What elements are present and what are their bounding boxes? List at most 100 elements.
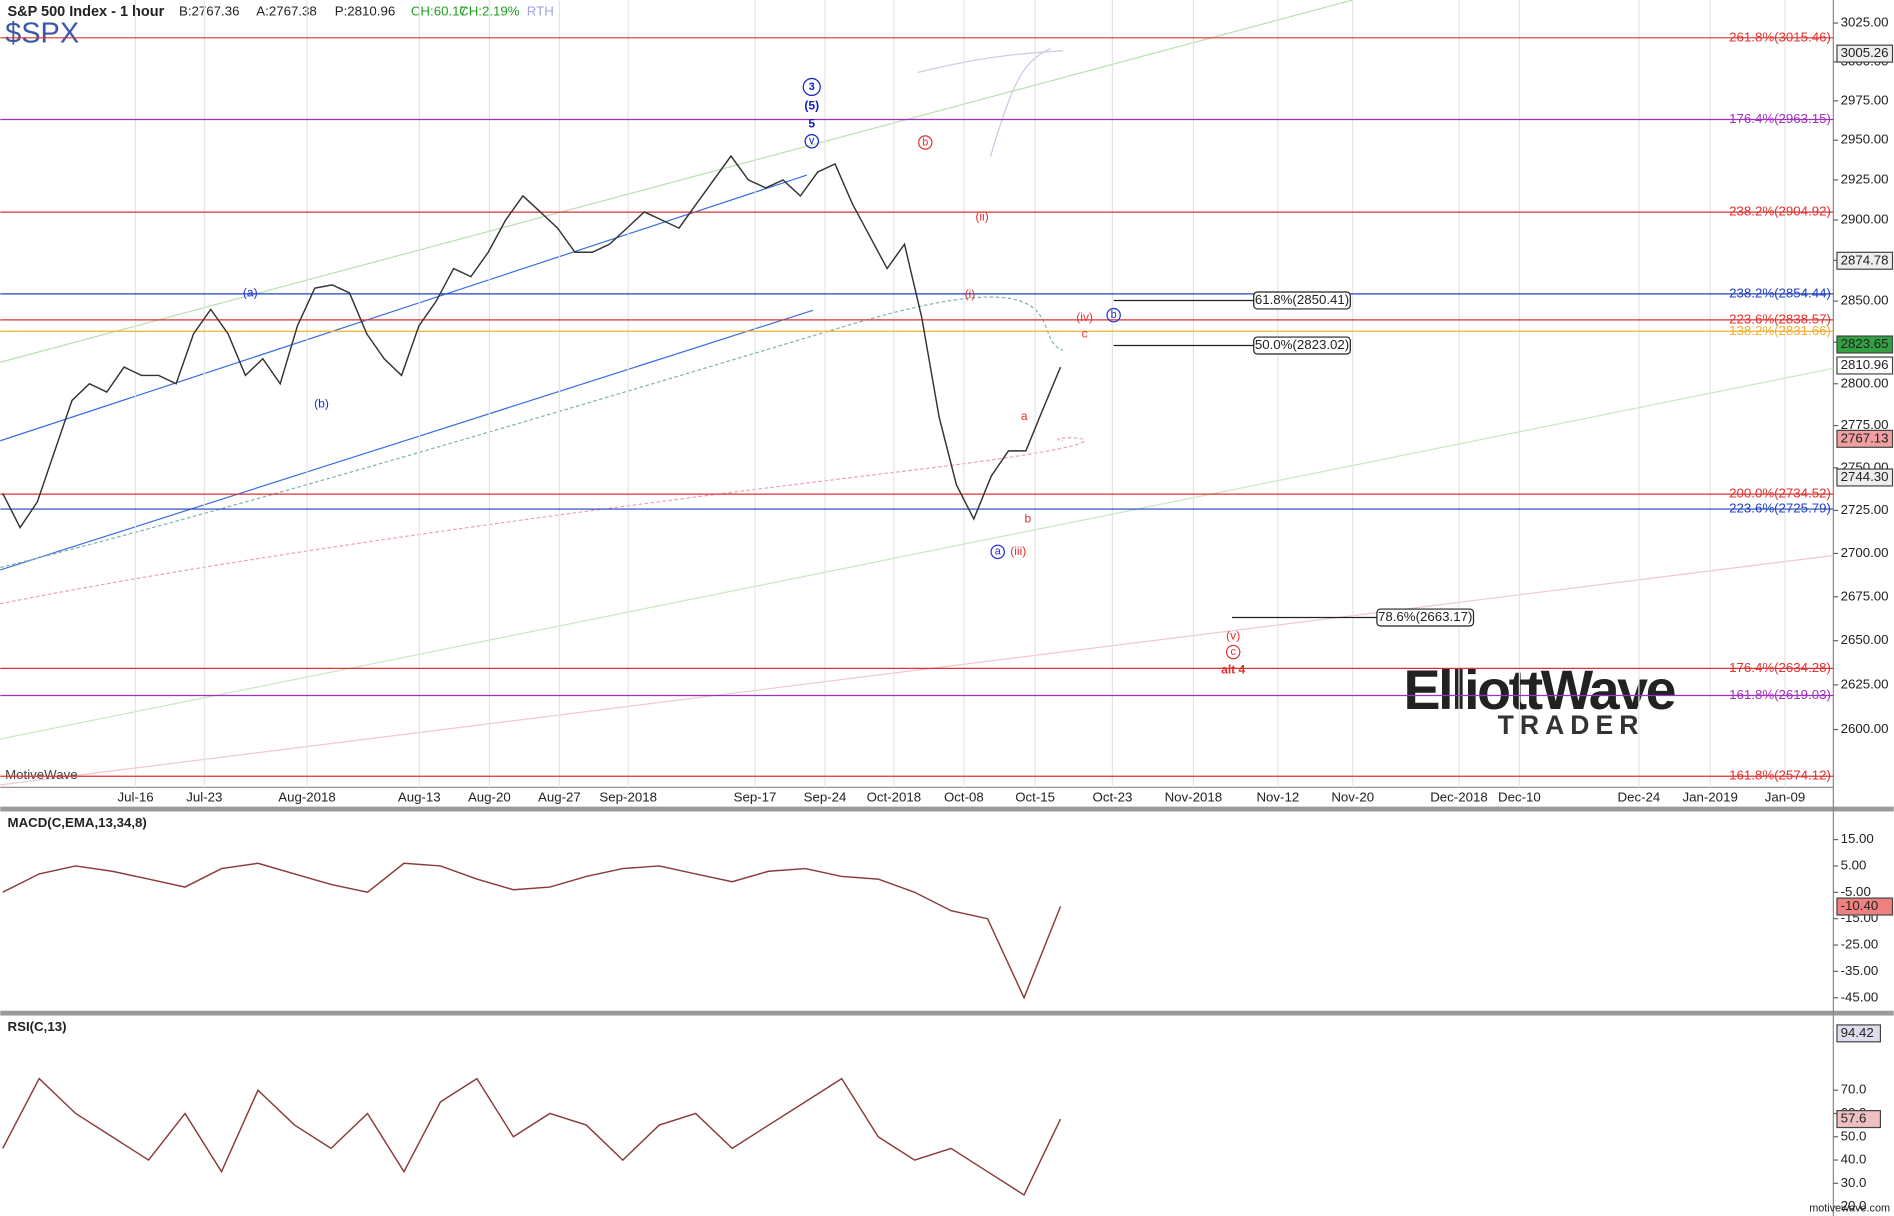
wave-label: (a) xyxy=(243,286,258,300)
x-tick-label: Nov-2018 xyxy=(1165,790,1223,805)
fib-label: 223.6%(2725.79) xyxy=(1729,501,1831,516)
y-tick-label: 2925.00 xyxy=(1841,171,1889,186)
trend-line xyxy=(0,0,1353,363)
retracement-box xyxy=(1253,291,1351,310)
fib-label: 161.8%(2574.12) xyxy=(1729,768,1831,783)
x-tick-label: Oct-15 xyxy=(1015,790,1055,805)
y-tick-label: 2950.00 xyxy=(1841,132,1889,147)
wave-label: c xyxy=(1082,327,1088,341)
y-tick-label: 15.00 xyxy=(1841,831,1874,846)
fib-label: 238.2%(2904.92) xyxy=(1729,204,1831,219)
value-tag-label: 57.6 xyxy=(1841,1111,1867,1126)
y-tick-label: 2600.00 xyxy=(1841,721,1889,736)
price-tag xyxy=(1836,356,1894,375)
y-tick-label: 70.0 xyxy=(1841,1082,1867,1097)
wave-label: alt 4 xyxy=(1221,662,1245,676)
x-tick-label: Aug-27 xyxy=(538,790,581,805)
x-tick-label: Oct-23 xyxy=(1093,790,1133,805)
trend-line xyxy=(0,367,1834,740)
symbol: $SPX xyxy=(5,18,79,50)
x-tick-label: Jul-16 xyxy=(117,790,153,805)
wave-circle xyxy=(1225,644,1241,660)
logo-sub: TRADER xyxy=(1498,710,1645,740)
wave-circle xyxy=(804,134,819,149)
y-tick-label: 2625.00 xyxy=(1841,676,1889,691)
fib-label: 223.6%(2838.57) xyxy=(1729,311,1831,326)
rsi-title: RSI(C,13) xyxy=(8,1019,67,1034)
wave-label: v xyxy=(809,135,815,147)
wave-label: c xyxy=(1230,646,1236,658)
wave-label: 5 xyxy=(808,117,815,131)
price-tag xyxy=(1836,251,1894,270)
x-tick-label: Nov-20 xyxy=(1331,790,1374,805)
x-tick-label: Nov-12 xyxy=(1256,790,1299,805)
wave-label: b xyxy=(1111,309,1117,321)
y-tick-label: 3025.00 xyxy=(1841,15,1889,30)
wave-circle xyxy=(990,544,1005,560)
value-tag-label: -10.40 xyxy=(1841,898,1879,913)
y-tick-label: 30.0 xyxy=(1841,1175,1867,1190)
fib-label: 138.2%(2831.66) xyxy=(1729,323,1831,338)
y-tick-label: 40.0 xyxy=(1841,1152,1867,1167)
change: CH:60.17 xyxy=(411,4,467,19)
x-tick-label: Sep-24 xyxy=(804,790,847,805)
y-tick-label: -45.00 xyxy=(1841,989,1879,1004)
band xyxy=(917,47,1063,158)
y-tick-label: 2725.00 xyxy=(1841,502,1889,517)
wave-circle xyxy=(918,135,933,150)
fib-label: 176.4%(2634.28) xyxy=(1729,660,1831,675)
pane-divider xyxy=(0,1010,1894,1016)
wave-label: (ii) xyxy=(975,210,988,224)
fib-label: 161.8%(2619.03) xyxy=(1729,687,1831,702)
title: S&P 500 Index - 1 hour xyxy=(8,4,165,20)
retracement-box xyxy=(1253,336,1351,355)
x-tick-label: Oct-08 xyxy=(944,790,984,805)
price-tag xyxy=(1836,429,1894,448)
macd-line xyxy=(2,862,1062,1000)
retracement-label: 78.6%(2663.17) xyxy=(1378,609,1472,624)
x-tick-label: Dec-24 xyxy=(1618,790,1661,805)
price-tag xyxy=(1836,468,1894,487)
y-tick-label: 2975.00 xyxy=(1841,92,1889,107)
wave-label: a xyxy=(995,546,1002,558)
y-tick-label: 20.0 xyxy=(1841,1198,1867,1213)
price-tag-label: 2823.65 xyxy=(1841,336,1889,351)
moving-average xyxy=(0,437,1085,605)
y-tick-label: -25.00 xyxy=(1841,937,1879,952)
value-tag-label: 94.42 xyxy=(1841,1025,1874,1040)
x-tick-label: Oct-2018 xyxy=(867,790,922,805)
wave-label: a xyxy=(1021,409,1028,423)
y-tick-label: 2700.00 xyxy=(1841,545,1889,560)
session: RTH xyxy=(527,4,554,19)
wave-label: (i) xyxy=(965,287,976,301)
price-tag-label: 3005.26 xyxy=(1841,45,1889,60)
price-tag-label: 2810.96 xyxy=(1841,357,1889,372)
y-tick-label: 2850.00 xyxy=(1841,293,1889,308)
value-tag xyxy=(1836,897,1894,916)
wave-circle xyxy=(1106,307,1121,323)
channel-line xyxy=(0,174,808,442)
fib-label: 176.4%(2963.15) xyxy=(1729,111,1831,126)
wave-label: 3 xyxy=(809,81,815,93)
wave-label: (v) xyxy=(1226,629,1240,643)
bid: B:2767.36 xyxy=(179,4,240,19)
fib-label: 200.0%(2734.52) xyxy=(1729,486,1831,501)
x-tick-label: Jan-09 xyxy=(1765,790,1806,805)
trend-line xyxy=(0,554,1834,786)
macd-title: MACD(C,EMA,13,34,8) xyxy=(8,815,147,830)
x-tick-label: Aug-13 xyxy=(398,790,441,805)
wave-label: b xyxy=(1025,511,1032,525)
site: motivewave.com xyxy=(1809,1203,1890,1215)
rsi-line xyxy=(2,1077,1062,1197)
x-tick-label: Dec-10 xyxy=(1498,790,1541,805)
pane-divider xyxy=(0,806,1894,812)
retracement-label: 50.0%(2823.02) xyxy=(1255,337,1349,352)
y-tick-label: 2675.00 xyxy=(1841,588,1889,603)
last: P:2810.96 xyxy=(335,4,396,19)
brand: MotiveWave xyxy=(5,767,78,782)
y-tick-label: -35.00 xyxy=(1841,963,1879,978)
y-tick-label: 5.00 xyxy=(1841,857,1867,872)
y-tick-label: 2800.00 xyxy=(1841,375,1889,390)
